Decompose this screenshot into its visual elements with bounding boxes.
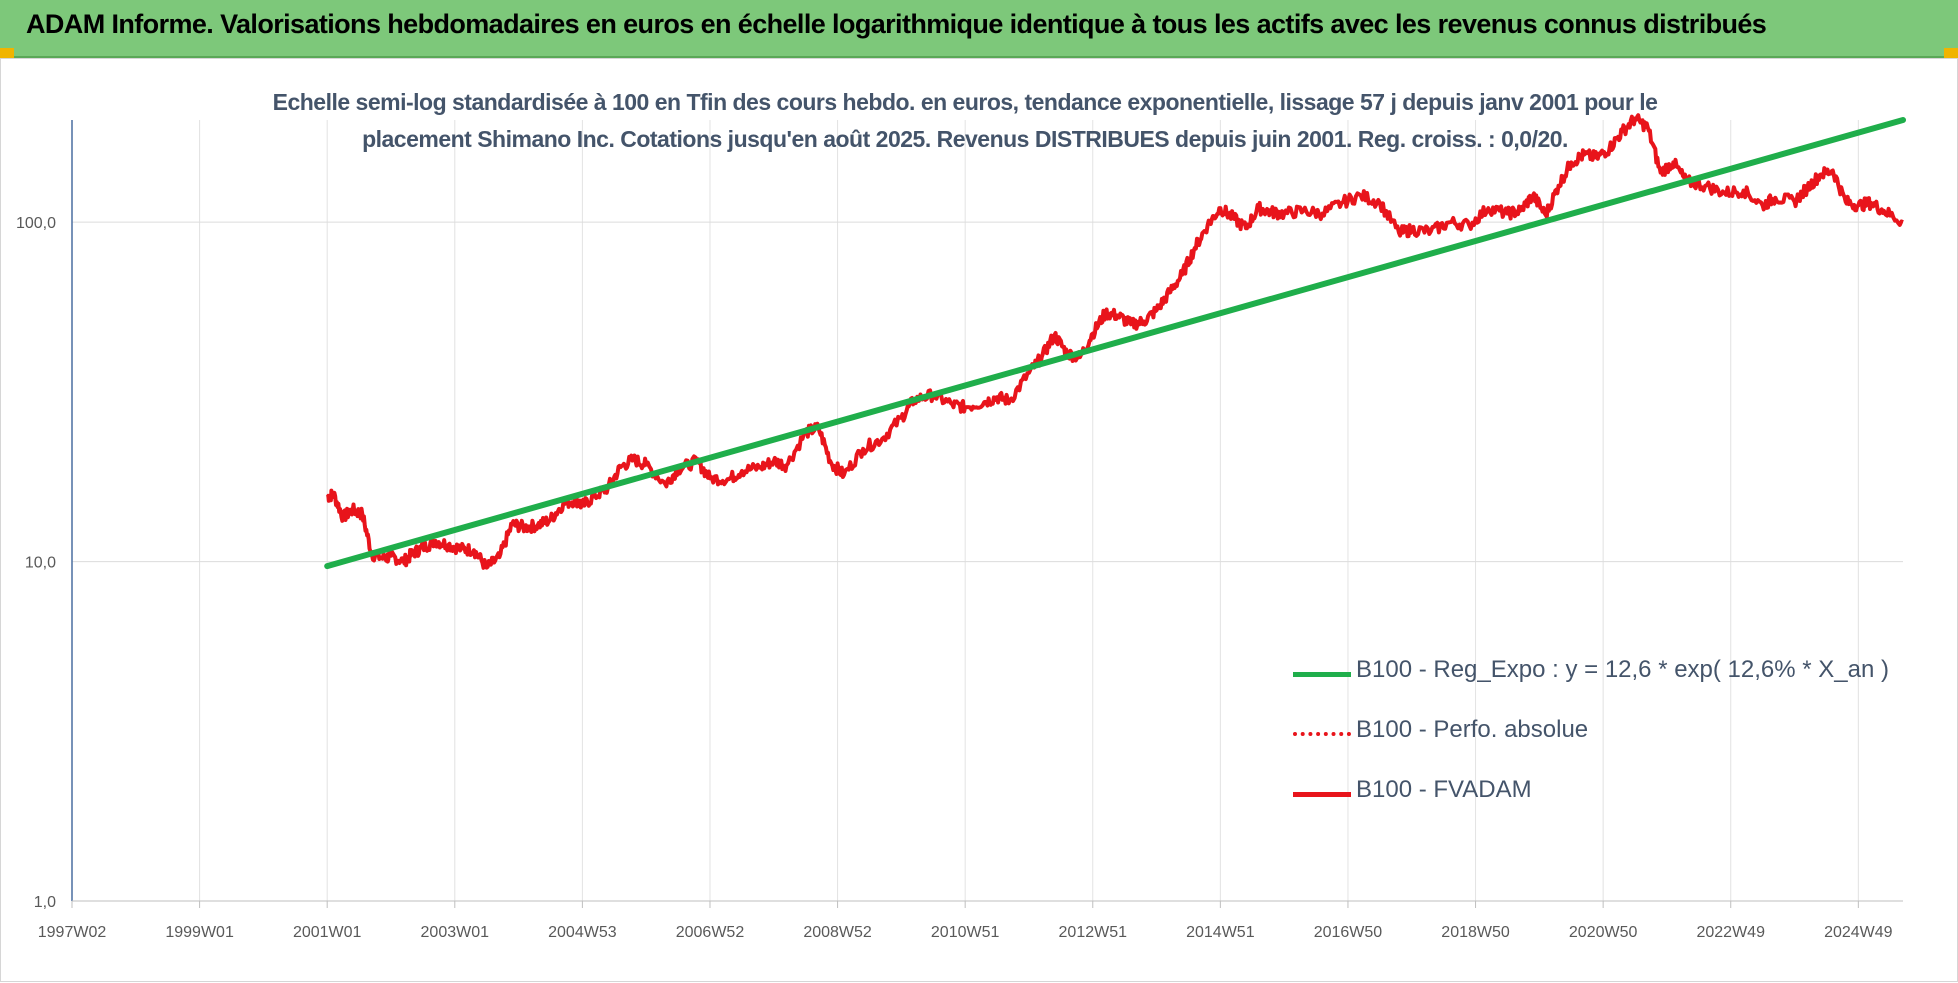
legend-swatch-perf	[1293, 732, 1351, 736]
x-tick-label: 1997W02	[38, 924, 107, 941]
legend-label-fvadam: B100 - FVADAM	[1356, 776, 1532, 803]
x-tick-label: 2020W50	[1569, 924, 1638, 941]
y-tick-label: 10,0	[25, 555, 56, 572]
x-tick-label: 2018W50	[1441, 924, 1510, 941]
x-tick-label: 2010W51	[931, 924, 1000, 941]
series-fvadam-line	[325, 113, 1904, 570]
series-trend-line	[324, 117, 1906, 570]
y-tick-label: 1,0	[34, 894, 56, 911]
x-tick-label: 2012W51	[1059, 924, 1128, 941]
series-lines	[324, 113, 1906, 570]
report-title: ADAM Informe. Valorisations hebdomadaire…	[26, 9, 1767, 39]
legend-label-trend: B100 - Reg_Expo : y = 12,6 * exp( 12,6% …	[1356, 656, 1889, 683]
x-tick-label: 1999W01	[165, 924, 234, 941]
x-tick-label: 2008W52	[803, 924, 872, 941]
corner-marker-right	[1944, 48, 1958, 60]
corner-marker-left	[0, 48, 14, 60]
x-tick-label: 2004W53	[548, 924, 617, 941]
chart-subtitle-line-2: placement Shimano Inc. Cotations jusqu'e…	[362, 126, 1568, 152]
tick-labels: 1997W02 1999W01 2001W01 2003W01 2004W53 2006W…	[16, 215, 1893, 941]
legend-swatch-fvadam	[1293, 792, 1351, 797]
x-tick-label: 2016W50	[1314, 924, 1383, 941]
report-banner: ADAM Informe. Valorisations hebdomadaire…	[0, 0, 1958, 58]
axes	[71, 120, 1903, 908]
x-tick-label: 2014W51	[1186, 924, 1255, 941]
x-tick-label: 2001W01	[293, 924, 362, 941]
x-tick-label: 2003W01	[421, 924, 490, 941]
chart-subtitle-line-1: Echelle semi-log standardisée à 100 en T…	[272, 89, 1658, 115]
legend-swatch-trend	[1293, 672, 1351, 677]
chart-subtitle: Echelle semi-log standardisée à 100 en T…	[270, 84, 1660, 158]
legend-label-perf: B100 - Perfo. absolue	[1356, 716, 1589, 743]
y-tick-label: 100,0	[16, 215, 56, 232]
x-tick-label: 2022W49	[1696, 924, 1765, 941]
x-tick-label: 2024W49	[1824, 924, 1893, 941]
x-tick-label: 2006W52	[676, 924, 745, 941]
chart-frame	[0, 58, 1958, 982]
